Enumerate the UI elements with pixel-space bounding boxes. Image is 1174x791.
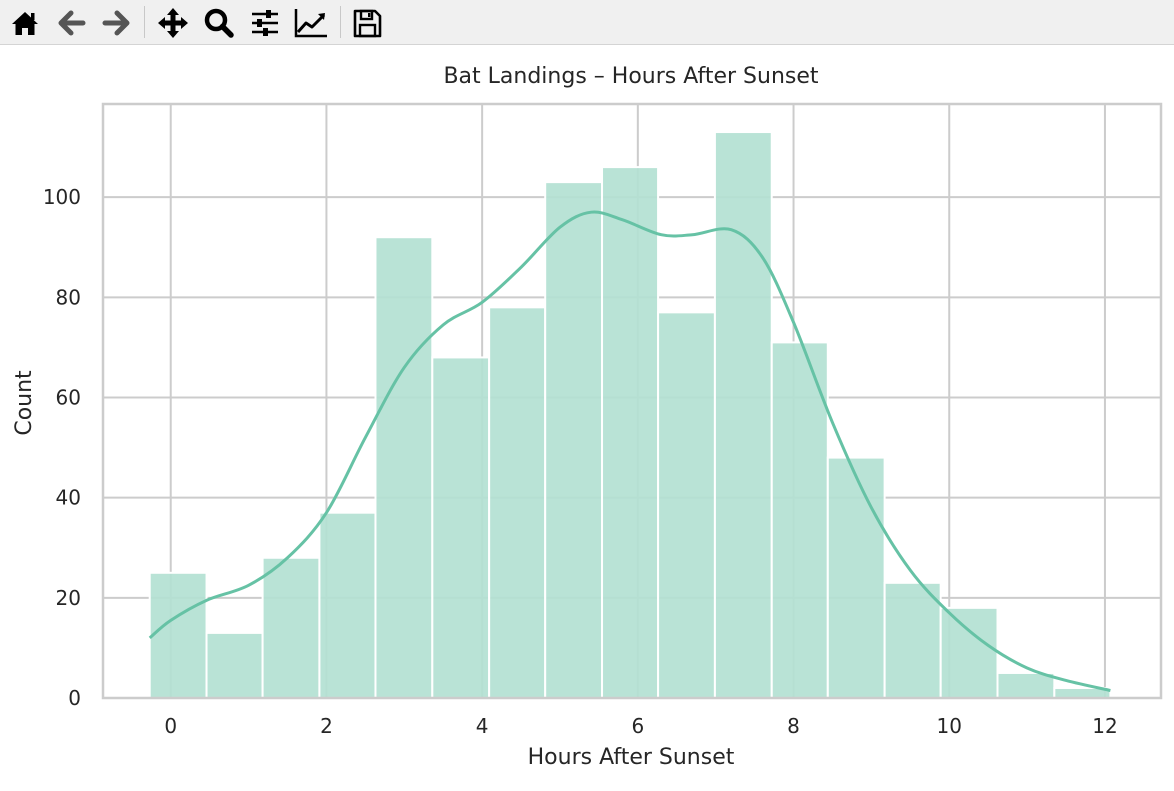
forward-button[interactable] [98,4,136,42]
toolbar-separator [340,6,341,38]
histogram-bar [544,181,604,699]
kde-curve [148,210,1111,692]
x-tick-label: 6 [631,714,644,738]
configure-subplots-icon [252,10,278,36]
histogram-bar [148,571,208,699]
y-tick-label: 20 [56,586,81,610]
x-axis-label: Hours After Sunset [528,745,735,770]
y-tick-label: 80 [56,285,81,309]
histogram-chart: 0 2 4 6 8 10 12 0 20 40 60 80 100 Bat Landings – Hou… [0,46,1174,791]
back-button[interactable] [52,4,90,42]
home-button[interactable] [6,4,44,42]
histogram-bar [713,131,773,699]
y-tick-label: 100 [43,185,81,209]
x-tick-label: 0 [164,714,177,738]
zoom-icon [204,8,234,38]
histogram-bar [261,556,321,699]
zoom-button[interactable] [200,4,238,42]
y-tick-label: 60 [56,385,81,409]
configure-subplots-button[interactable] [246,4,284,42]
x-tick-label: 2 [320,714,333,738]
forward-icon [102,10,130,36]
home-icon [12,12,38,35]
x-tick-label: 12 [1092,714,1117,738]
y-tick-label: 40 [56,486,81,510]
chart-title: Bat Landings – Hours After Sunset [443,64,818,89]
histogram-bar [205,631,264,699]
toolbar-separator [144,6,145,38]
x-tick-label: 10 [937,714,962,738]
histogram-bar [770,341,829,699]
x-tick-label: 8 [787,714,800,738]
axes-frame [101,102,1163,700]
histogram-bar [657,311,716,699]
tick-labels: 0 2 4 6 8 10 12 0 20 40 60 80 100 [43,185,1118,738]
edit-axis-button[interactable] [292,4,330,42]
pan-icon [158,8,188,38]
histogram-bar [374,236,434,700]
x-tick-label: 4 [476,714,489,738]
back-icon [58,10,86,36]
toolbar [0,0,1174,45]
y-tick-label: 0 [68,686,81,710]
y-axis-label: Count [12,370,37,436]
save-icon [353,9,382,38]
histogram-bar [996,671,1056,699]
histogram-bar [826,456,886,699]
pan-button[interactable] [154,4,192,42]
histogram-bar [601,166,660,699]
histogram-bar [939,606,999,699]
histogram-bar [318,511,377,699]
histogram-bar [431,356,491,699]
histogram-bar [883,581,942,700]
histogram-bar [488,306,547,699]
edit-axis-icon [294,9,327,38]
kde-layer [148,210,1111,692]
save-button[interactable] [348,4,386,42]
